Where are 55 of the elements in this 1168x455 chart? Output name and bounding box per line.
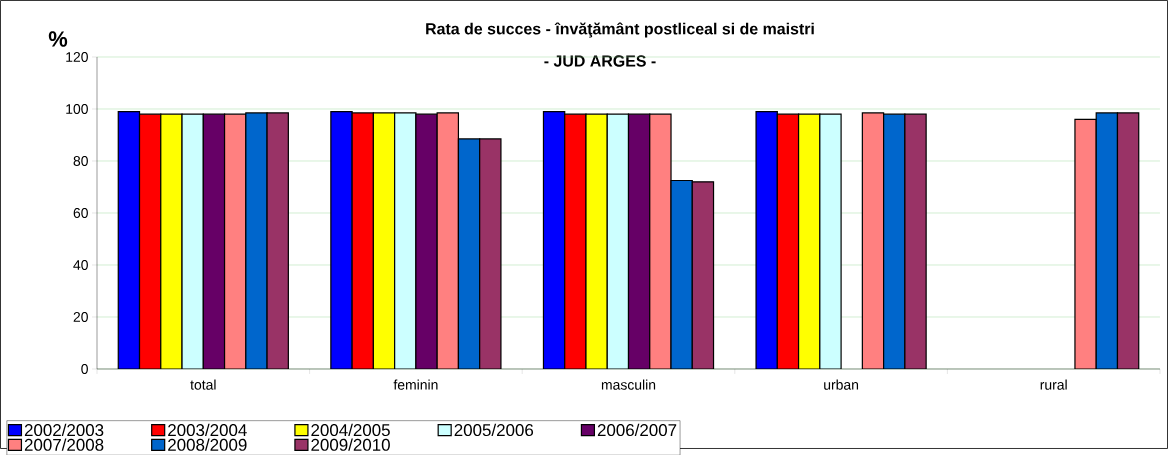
bar	[351, 112, 374, 369]
bar	[415, 113, 438, 369]
bar	[138, 113, 162, 369]
y-tick-label: 60	[73, 207, 88, 218]
bar	[479, 138, 502, 369]
x-tick-label: feminin	[393, 379, 438, 390]
x-tick-label: urban	[824, 379, 859, 390]
bar	[861, 112, 885, 369]
bar	[585, 113, 608, 369]
bar	[670, 179, 693, 369]
bar	[266, 112, 289, 369]
bar	[1095, 112, 1119, 369]
bar	[564, 113, 587, 369]
chart-subtitle: - JUD ARGES -	[544, 55, 656, 67]
y-tick-label: 40	[73, 259, 88, 270]
bar	[394, 112, 417, 369]
legend-label: 2008/2009	[168, 438, 247, 451]
bar	[457, 138, 481, 369]
y-tick-label: 100	[66, 103, 88, 114]
y-tick-label: 20	[73, 311, 88, 322]
bar	[223, 113, 247, 369]
x-tick-label: rural	[1040, 379, 1067, 390]
y-tick-label: 120	[66, 51, 88, 62]
bar	[372, 112, 396, 369]
x-tick-label: masculin	[601, 379, 656, 390]
y-tick-label: 0	[81, 363, 88, 374]
bar	[627, 113, 651, 369]
y-axis-title: %	[48, 31, 68, 47]
bar	[181, 113, 204, 369]
bar	[245, 112, 268, 369]
bar	[117, 110, 141, 369]
x-tick-label: total	[190, 379, 216, 390]
bar	[883, 113, 906, 369]
bar	[691, 181, 715, 369]
bar	[797, 113, 821, 369]
bar	[649, 113, 672, 369]
bar	[160, 113, 183, 369]
bar	[819, 113, 842, 369]
bar	[542, 110, 566, 369]
legend-label: 2004/2005	[311, 423, 390, 436]
bar	[755, 110, 778, 369]
bar	[1074, 118, 1097, 369]
bar	[436, 112, 460, 369]
bar	[776, 113, 800, 369]
bar	[1116, 112, 1140, 369]
legend-label: 2002/2003	[24, 423, 104, 436]
legend-label: 2005/2006	[454, 423, 534, 436]
bar	[606, 113, 630, 369]
y-tick-label: 80	[73, 155, 88, 166]
legend-label: 2007/2008	[24, 438, 104, 451]
bar	[202, 113, 226, 369]
legend-label: 2006/2007	[597, 423, 677, 436]
legend-label: 2009/2010	[311, 438, 390, 451]
legend-label: 2003/2004	[168, 423, 247, 436]
chart-title: Rata de succes - învăţământ postliceal si de maistri	[426, 22, 814, 38]
